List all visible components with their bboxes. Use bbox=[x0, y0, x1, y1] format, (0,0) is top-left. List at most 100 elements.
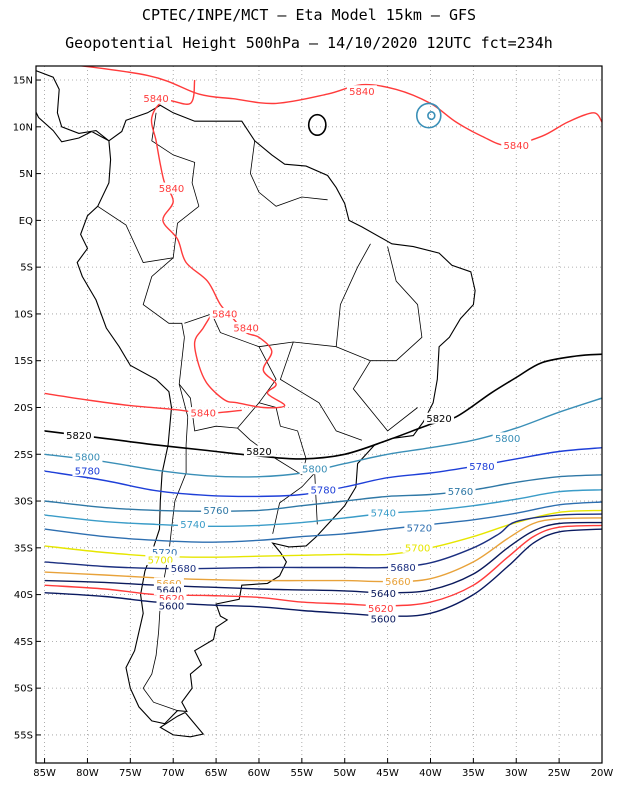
contour-label: 5680 bbox=[390, 563, 415, 574]
lat-tick-label: 10N bbox=[13, 122, 33, 133]
contour-5760 bbox=[44, 474, 602, 513]
contour-label: 5780 bbox=[311, 485, 336, 496]
axis-ticks: 15N 10N 5N EQ 5S 10S 15S 20S 25S 30S 35S 40S 45S 50S 5… bbox=[13, 76, 614, 779]
contour-label-background bbox=[308, 483, 339, 495]
lon-tick-label: 30W bbox=[505, 768, 528, 779]
brazil-states-2 bbox=[279, 341, 363, 441]
contour-label-background bbox=[382, 575, 413, 587]
contour-label-background bbox=[445, 485, 476, 497]
map-title-line2: Geopotential Height 500hPa – 14/10/2020 … bbox=[65, 34, 553, 52]
map-frame-border bbox=[35, 65, 603, 764]
contour-label: 5820 bbox=[246, 447, 271, 458]
lat-tick-label: 35S bbox=[14, 543, 33, 554]
contour-label: 5840 bbox=[159, 184, 184, 195]
border-peru-brazil bbox=[142, 257, 185, 338]
tierra-del-fuego bbox=[159, 712, 205, 738]
lat-tick-label: 10S bbox=[14, 309, 33, 320]
contour-label-background bbox=[368, 507, 399, 519]
contour-5780 bbox=[44, 447, 602, 498]
lon-tick-label: 35W bbox=[462, 768, 485, 779]
contour-5740 bbox=[44, 489, 602, 528]
border-venezuela-colombia bbox=[151, 112, 200, 207]
contour-label: 5840 bbox=[143, 94, 168, 105]
map-title-line1: CPTEC/INPE/MCT – Eta Model 15km – GFS bbox=[141, 6, 477, 24]
lat-tick-label: EQ bbox=[19, 216, 33, 227]
contour-label: 5800 bbox=[302, 465, 327, 476]
contour-label: 5680 bbox=[171, 564, 196, 575]
contour-label-background bbox=[501, 139, 532, 151]
contour-label: 5620 bbox=[368, 604, 393, 615]
contour-5840 bbox=[77, 66, 602, 147]
contour-label-background bbox=[156, 182, 187, 194]
lat-tick-label: 20S bbox=[14, 403, 33, 414]
contour-label-background bbox=[404, 522, 435, 534]
lon-tick-label: 75W bbox=[119, 768, 142, 779]
border-guianas bbox=[249, 140, 328, 207]
lon-tick-label: 45W bbox=[376, 768, 399, 779]
contour-5820 bbox=[44, 353, 602, 460]
contour-label: 5780 bbox=[469, 462, 494, 473]
lon-tick-label: 60W bbox=[248, 768, 271, 779]
contour-label-background bbox=[424, 412, 455, 424]
contour-label: 5840 bbox=[349, 87, 374, 98]
lat-tick-label: 30S bbox=[14, 497, 33, 508]
contour-label-background bbox=[156, 592, 187, 604]
contour-label: 5700 bbox=[405, 543, 430, 554]
contour-label: 5780 bbox=[75, 467, 100, 478]
closed-contour bbox=[427, 111, 436, 121]
border-argentina-chile bbox=[142, 383, 189, 711]
contour-label: 5600 bbox=[159, 601, 184, 612]
contour-label-background bbox=[492, 432, 523, 444]
contour-5680 bbox=[44, 513, 602, 570]
contour-label-background bbox=[388, 561, 419, 573]
brazil-states-1 bbox=[258, 243, 371, 348]
contour-label: 5640 bbox=[371, 589, 396, 600]
contour-label: 5800 bbox=[75, 453, 100, 464]
lon-tick-label: 55W bbox=[291, 768, 314, 779]
contour-label: 5840 bbox=[504, 141, 529, 152]
contour-label-background bbox=[177, 518, 208, 530]
lat-tick-label: 55S bbox=[14, 730, 33, 741]
contour-label: 5840 bbox=[233, 323, 258, 334]
contour-label: 5720 bbox=[407, 524, 432, 535]
contour-label-background bbox=[365, 602, 396, 614]
lon-tick-label: 25W bbox=[548, 768, 571, 779]
contour-label-background bbox=[156, 599, 187, 611]
lon-tick-label: 20W bbox=[591, 768, 614, 779]
height-contours: 5840 5840 5840 5820 5820 5820 5800 5800 5800 5780… bbox=[44, 66, 602, 625]
contour-label: 5800 bbox=[495, 434, 520, 445]
lon-tick-label: 80W bbox=[76, 768, 99, 779]
lat-tick-label: 15N bbox=[13, 76, 33, 87]
contour-label-background bbox=[346, 85, 377, 97]
lat-tick-label: 25S bbox=[14, 450, 33, 461]
contour-label-background bbox=[402, 541, 433, 553]
lat-tick-label: 50S bbox=[14, 684, 33, 695]
contour-label-background bbox=[368, 612, 399, 624]
contour-label-background bbox=[63, 429, 94, 441]
contour-label: 5600 bbox=[371, 614, 396, 625]
contour-label-background bbox=[149, 546, 180, 558]
lon-tick-label: 85W bbox=[33, 768, 56, 779]
contour-label-background bbox=[231, 321, 262, 333]
contour-label: 5720 bbox=[152, 548, 177, 559]
contour-label-background bbox=[209, 307, 240, 319]
contour-label-background bbox=[201, 504, 232, 516]
lon-tick-label: 65W bbox=[205, 768, 228, 779]
lat-tick-label: 15S bbox=[14, 356, 33, 367]
lat-tick-label: 5N bbox=[19, 169, 33, 180]
closed-contour bbox=[307, 113, 327, 137]
contour-label: 5840 bbox=[212, 309, 237, 320]
contour-label-background bbox=[368, 587, 399, 599]
coastlines-and-borders bbox=[36, 70, 476, 738]
contour-label-background bbox=[153, 583, 184, 595]
map-frame-background bbox=[36, 66, 602, 763]
lat-tick-label: 40S bbox=[14, 590, 33, 601]
closed-contour bbox=[415, 102, 442, 129]
contour-label-background bbox=[72, 465, 103, 477]
contour-label-background bbox=[141, 92, 172, 104]
contour-label-background bbox=[466, 460, 497, 472]
lon-tick-label: 70W bbox=[162, 768, 185, 779]
lat-tick-label: 5S bbox=[20, 263, 33, 274]
south-america-coastline bbox=[76, 104, 476, 725]
contour-label: 5740 bbox=[371, 509, 396, 520]
